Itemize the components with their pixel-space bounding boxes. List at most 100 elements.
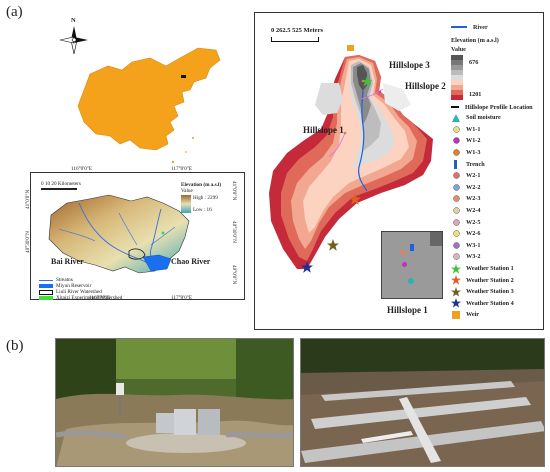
- bar-icon: [451, 159, 461, 169]
- legend-item: Weather Station 1: [451, 263, 543, 275]
- watershed-elevation-map: [269, 45, 433, 273]
- legend-item: W3-1: [451, 240, 543, 252]
- circle-icon: [451, 195, 461, 203]
- legend-item-label: W2-1: [466, 172, 481, 180]
- north-letter: N: [71, 17, 76, 24]
- legend-item-label: W2-2: [466, 183, 481, 191]
- circle-icon: [451, 218, 461, 226]
- star-icon: [451, 298, 461, 308]
- elevation-legend-value: Value: [181, 188, 193, 194]
- china-map: [70, 44, 245, 169]
- watershed-terrain: [48, 194, 190, 274]
- square-icon: [451, 310, 461, 319]
- circle-icon: [451, 207, 461, 214]
- elevation-legend-title: Elevation (m a.s.l): [181, 182, 222, 188]
- legend-item: Xitaizi Experimental Watershed: [39, 295, 239, 301]
- watershed-legend: Streams Miyun Reservoir Liuli River Wate…: [39, 277, 239, 301]
- profile-line-icon: [451, 106, 459, 108]
- scale-bar-text: 0 262.5 525 Meters: [271, 27, 323, 34]
- elevation-low: 1201: [469, 91, 482, 98]
- circle-icon: [451, 253, 461, 261]
- legend-item-label: W3-1: [466, 241, 481, 249]
- elevation-high: 676: [469, 59, 479, 66]
- watershed-map-panel: 116°0'0"E 117°0'0"E 116°0'0"E 117°0'0"E …: [25, 166, 245, 301]
- legend-item: W1-2: [451, 135, 543, 147]
- star-icon: [451, 263, 461, 274]
- circle-icon: [451, 242, 461, 249]
- experimental-watershed-panel: 0 262.5 525 Meters Hillslope 3 Hillslope…: [254, 12, 544, 330]
- longitude-label: 117°0'0"E: [171, 166, 193, 172]
- hillslope-label: Hillslope 2: [405, 81, 446, 91]
- legend-item-label: Trench: [466, 160, 485, 168]
- reservoir-icon: [39, 284, 53, 288]
- river-label: Chao River: [171, 257, 211, 266]
- legend-item-label: W1-1: [466, 125, 481, 133]
- legend-item: Weir: [451, 309, 543, 321]
- legend-item: W2-3: [451, 193, 543, 205]
- circle-icon: [451, 230, 461, 237]
- elevation-legend-title: Elevation (m a.s.l): [451, 37, 499, 44]
- circle-icon: [451, 149, 461, 156]
- hillslope-inset: [381, 231, 443, 299]
- stream-line-icon: [39, 279, 53, 281]
- legend-item: Weather Station 2: [451, 274, 543, 286]
- legend-item-label: W3-2: [466, 253, 481, 261]
- panel-label-a: (a): [6, 4, 23, 20]
- photo-trench: [300, 338, 545, 467]
- circle-icon: [451, 137, 461, 145]
- latitude-label: 41°0'0"N: [25, 189, 31, 209]
- legend-item: Miyun Reservoir: [39, 283, 239, 289]
- legend-item-label: W2-5: [466, 218, 481, 226]
- circle-icon: [451, 126, 461, 133]
- panel-label-b: (b): [6, 338, 24, 354]
- hillslope-label: Hillslope 1: [303, 125, 344, 135]
- weir-marker: [347, 45, 354, 51]
- hillslope-label: Hillslope 3: [389, 60, 430, 70]
- detail-legend: River Elevation (m a.s.l) Value 676 1201…: [451, 23, 543, 321]
- legend-item-label: W2-3: [466, 195, 481, 203]
- legend-item-label: Weather Station 3: [466, 288, 514, 296]
- legend-item-label: Soil moisture: [466, 114, 501, 122]
- north-arrow-icon: [54, 22, 94, 58]
- photo-weir: [55, 338, 294, 467]
- latitude-label: 40°30'0"N: [25, 231, 31, 253]
- inset-label: Hillslope 1: [387, 305, 428, 315]
- elevation-ramp: [181, 195, 191, 213]
- latitude-label: 40°30'0"N: [231, 221, 237, 243]
- legend-item: W2-6: [451, 228, 543, 240]
- experimental-watershed-icon: [39, 296, 53, 300]
- legend-item-label: W1-3: [466, 149, 481, 157]
- weather-station-2-marker: [349, 193, 361, 205]
- legend-item-label: Weir: [466, 311, 480, 319]
- circle-icon: [451, 172, 461, 180]
- legend-item: Trench: [451, 158, 543, 170]
- legend-item-label: Weather Station 2: [466, 276, 514, 284]
- legend-item-label: W1-2: [466, 137, 481, 145]
- legend-item-label: W2-4: [466, 207, 481, 215]
- river-line-icon: [451, 26, 467, 28]
- longitude-label: 116°0'0"E: [71, 166, 93, 172]
- legend-item: W1-1: [451, 124, 543, 136]
- legend-item: W1-3: [451, 147, 543, 159]
- legend-item: W2-2: [451, 182, 543, 194]
- legend-item: Streams: [39, 277, 239, 283]
- watershed-outline-icon: [39, 289, 53, 295]
- scale-bar: [271, 37, 319, 42]
- trench-marker: [410, 244, 414, 251]
- star-icon: [451, 275, 461, 285]
- elevation-ramp: [451, 55, 463, 100]
- legend-item-label: Weather Station 4: [466, 299, 514, 307]
- river-label: Bai River: [51, 257, 84, 266]
- legend-item: W3-2: [451, 251, 543, 263]
- legend-item: Liuli River Watershed: [39, 289, 239, 295]
- legend-item: W2-1: [451, 170, 543, 182]
- legend-item-label: W2-6: [466, 230, 481, 238]
- weather-station-3-marker: [327, 239, 339, 251]
- legend-item: Weather Station 4: [451, 298, 543, 310]
- elevation-legend-value: Value: [451, 46, 466, 53]
- weather-station-4-marker: [301, 261, 313, 273]
- legend-item: W2-4: [451, 205, 543, 217]
- legend-item: Soil moisture: [451, 112, 543, 124]
- longitude-label: 117°0'0"E: [171, 295, 193, 301]
- legend-item: W2-5: [451, 216, 543, 228]
